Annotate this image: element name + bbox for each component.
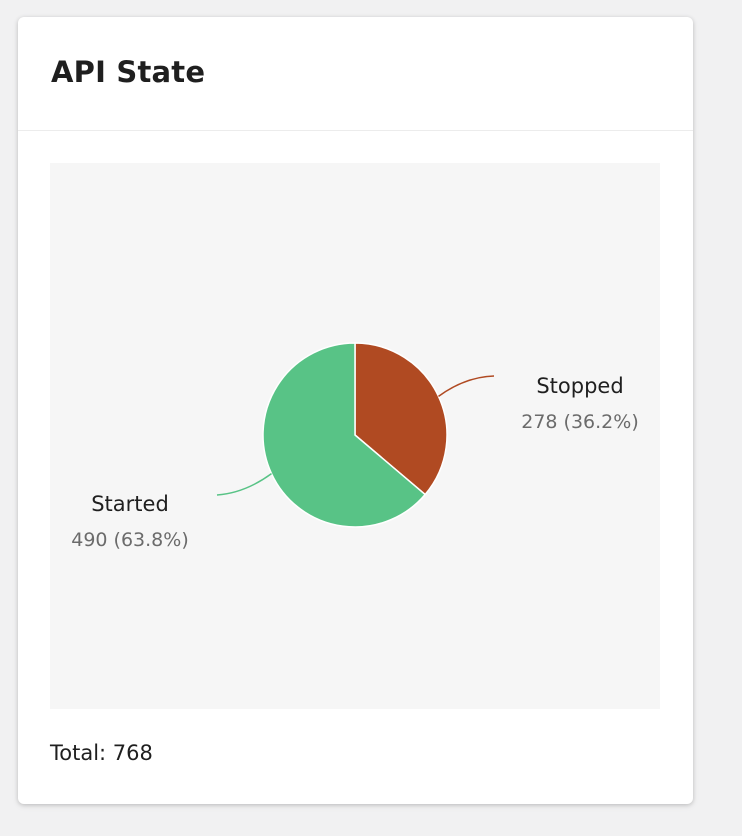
slice-value-stopped: 278 (36.2%) (521, 411, 639, 433)
pie-chart: Stopped 278 (36.2%) Started 490 (63.8%) (71, 342, 639, 551)
slice-label-started: Started (91, 492, 169, 516)
api-state-card: API State Stopped 278 (36.2%) Started 490 (… (18, 17, 693, 804)
card-title: API State (51, 55, 206, 89)
card-header: API State (18, 17, 693, 131)
leader-line-started (216, 473, 272, 496)
pie-slice-stopped[interactable] (354, 342, 448, 496)
total-count: Total: 768 (50, 741, 153, 765)
slice-label-stopped: Stopped (536, 374, 623, 398)
pie-chart-area: Stopped 278 (36.2%) Started 490 (63.8%) (50, 163, 660, 709)
pie-slice-started[interactable] (262, 342, 427, 528)
leader-line-stopped (438, 375, 495, 397)
slice-value-started: 490 (63.8%) (71, 529, 189, 551)
